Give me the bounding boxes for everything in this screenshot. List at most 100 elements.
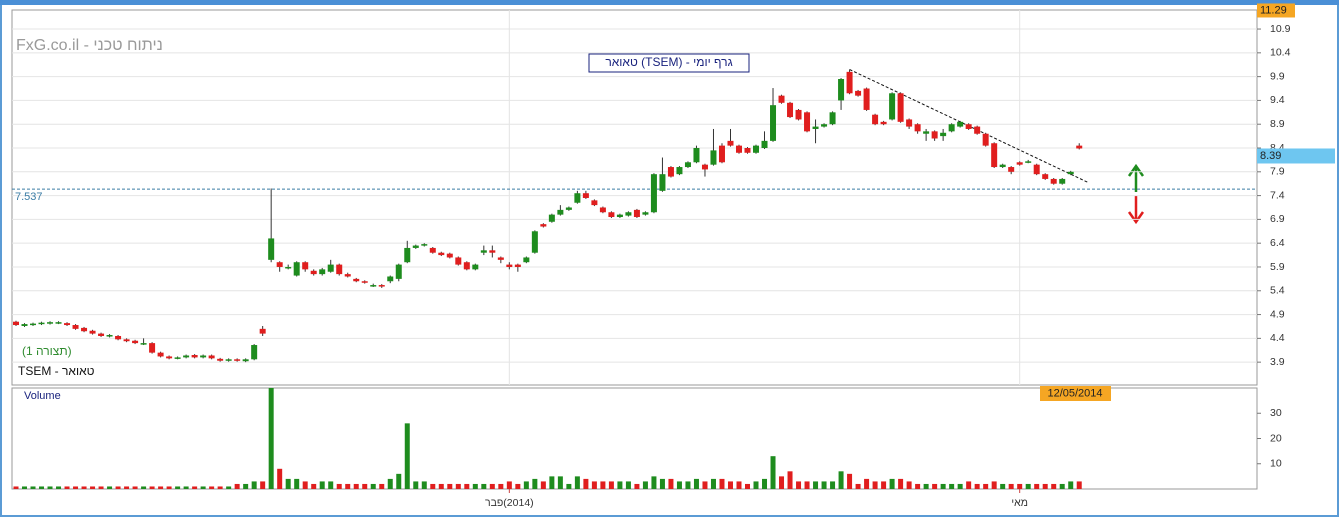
volume-bar [345,483,351,489]
candle-body [616,214,623,218]
candle-body [846,71,853,94]
volume-bar [1034,483,1040,489]
volume-bar [523,481,529,489]
volume-bar [234,483,240,489]
volume-bar [736,481,742,489]
y-tick-label: 9.4 [1270,94,1285,106]
volume-bar [294,478,300,489]
volume-bar [710,478,716,489]
volume-bar [64,486,70,489]
volume-bar [855,483,861,489]
candle-body [565,207,572,210]
candle-body [72,325,79,329]
volume-bar [1059,483,1065,489]
volume-bar [506,481,512,489]
volume-bar [98,486,104,489]
volume-bar [796,481,802,489]
candle-body [787,102,794,118]
candle-body [132,340,139,344]
chart-title: גרף יומי - (TSEM) טאואר [605,55,732,69]
y-tick-label: 10.4 [1270,47,1291,59]
frame-top [0,0,1339,5]
volume-bar [47,486,53,489]
candle-body [123,339,130,342]
volume-bar [260,481,266,489]
volume-bar [540,481,546,489]
volume-bar [889,478,895,489]
candle-body [625,212,632,216]
candle-body [540,224,547,227]
volume-bar [124,486,130,489]
candle-body [293,262,300,276]
candle-body [429,247,436,253]
x-tick-label: מאי [1011,497,1028,509]
candle-body [812,126,819,129]
candle-body [897,93,904,122]
volume-bar [949,483,955,489]
candle-body [157,352,164,357]
y-tick-label: 4.9 [1270,308,1285,320]
down-arrow-head [1127,211,1145,225]
candle-body [38,322,45,325]
candle-body [361,281,368,283]
candle-body [89,330,96,334]
candle-body [889,93,896,120]
y-tick-label: 6.4 [1270,237,1285,249]
volume-bar [132,486,138,489]
candle-body [217,358,224,361]
candle-body [395,264,402,279]
volume-bar [328,481,334,489]
volume-bar [787,471,793,489]
y-tick-label: 7.9 [1270,166,1285,178]
price-panel [11,9,1258,386]
candle-body [81,327,88,332]
candle-body [183,355,190,358]
candle-body [191,355,198,358]
candle-body [999,164,1006,168]
volume-bar [489,483,495,489]
candle-body [778,95,785,103]
volume-bar [906,481,912,489]
candle-body [463,262,470,270]
volume-bar [277,468,283,489]
candle-body [1067,171,1074,175]
y-tick-label: 8.9 [1270,118,1285,130]
volume-bar [753,481,759,489]
candle-body [795,109,802,120]
volume-bar [1051,483,1057,489]
candle-body [872,114,879,125]
volume-bar [983,483,989,489]
candle-body [727,140,734,146]
candle-body [684,162,691,168]
candle-body [1042,174,1049,179]
last-price-box [1257,148,1335,164]
volume-bar [1000,483,1006,489]
volume-bar [693,478,699,489]
candle-body [370,285,377,287]
candle-body [446,253,453,258]
volume-bar [898,478,904,489]
y-tick-label: 7.4 [1270,189,1285,201]
volume-bars [13,388,1082,489]
candle-body [1033,164,1040,175]
candle-body [12,321,19,326]
volume-bar [1076,481,1082,489]
volume-bar [813,481,819,489]
candle-body [412,245,419,248]
candle-body [47,322,54,324]
volume-bar [838,471,844,489]
candle-body [710,150,717,165]
candle-body [804,112,811,132]
volume-bar [268,388,274,489]
candle-body [21,324,28,326]
candle-body [1059,178,1066,184]
candle-body [633,209,640,218]
volume-bar [107,486,113,489]
volume-bar [940,483,946,489]
candle-body [438,252,445,256]
volume-bar [370,483,376,489]
volume-bar [73,486,79,489]
pattern-label: (תצורה 1) [22,344,72,358]
candle-body [863,88,870,110]
